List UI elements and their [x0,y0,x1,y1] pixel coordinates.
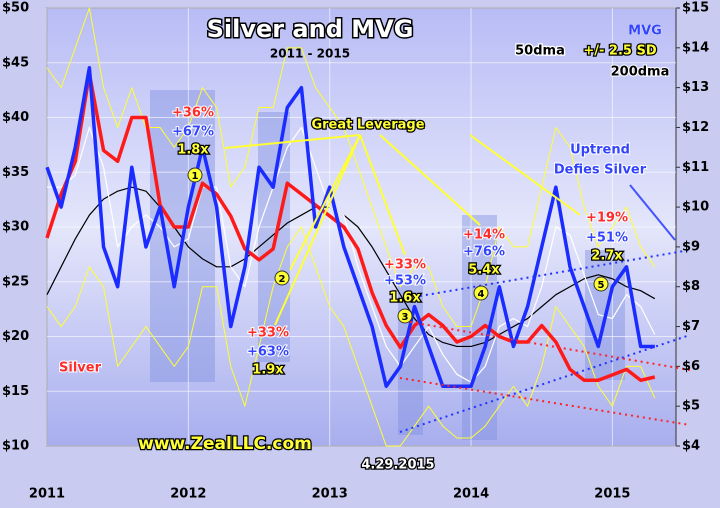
annotation: +53% [384,274,426,289]
annotation: +33% [247,326,289,341]
trend-lines [399,249,691,433]
y-tick-label: $20 [2,329,29,344]
marker-circle [274,270,290,286]
y2-tick-label: $15 [682,1,709,16]
legend-entry: 50dma [515,44,565,59]
y2-tick-label: $7 [682,319,700,334]
series-band-line [46,226,656,447]
y2-tick-label: $6 [682,359,700,374]
y-tick-label: $25 [2,274,29,289]
marker-circle [187,167,203,183]
annotation: +33% [384,258,426,273]
y-tick-label: $15 [2,384,29,399]
y2-tick-label: $13 [682,80,709,95]
annotation: +51% [586,231,628,246]
annotation: Great Leverage [311,118,424,133]
annotation: 1.6x [389,291,421,306]
series-line [45,65,655,389]
marker-circle [397,308,413,324]
annotation: 1.9x [252,363,284,378]
annotation: +76% [463,245,505,260]
legend-entry: +/- 2.5 SD [583,44,656,59]
y2-tick-label: $14 [682,40,709,55]
series-line [45,71,656,383]
y-tick-label: $40 [2,110,29,125]
annotation: +36% [172,106,214,121]
annotation: www.ZealLLC.com [138,434,312,454]
y2-tick-label: $9 [682,239,700,254]
y-tick-label: $35 [2,165,29,180]
y2-tick-label: $5 [682,399,700,414]
leverage-arrows [224,134,676,326]
annotation: 5.4x [468,263,500,278]
highlight-periods [150,90,625,440]
chart-subtitle: 2011 - 2015 [270,47,350,61]
x-tick-label: 2011 [29,487,65,502]
annotation: +14% [463,228,505,243]
annotation: 4.29.2015 [361,458,434,473]
x-tick-label: 2014 [453,487,489,502]
legend-entry: 200dma [611,65,670,80]
y2-tick-label: $12 [682,120,709,135]
x-tick-label: 2012 [170,487,206,502]
annotation: +19% [586,211,628,226]
legend-entry: Silver [59,361,102,376]
x-tick-label: 2013 [312,487,348,502]
marker-label: 4 [478,289,485,300]
annotation: 2.7x [591,249,623,264]
legend-entry: MVG [628,24,662,39]
marker-label: 2 [279,274,286,285]
y-tick-label: $30 [2,220,29,235]
y2-tick-label: $11 [682,160,709,175]
marker-label: 5 [598,280,605,291]
annotation: Uptrend [570,143,630,158]
y2-tick-label: $10 [682,200,709,215]
series-line [46,186,656,348]
y2-tick-label: $4 [682,439,700,454]
y-tick-label: $10 [2,439,29,454]
chart-title: Silver and MVG [207,15,414,43]
y-tick-label: $50 [2,1,29,16]
y2-tick-label: $8 [682,279,700,294]
marker-label: 1 [192,171,199,182]
y-tick-label: $45 [2,55,29,70]
annotation: Defies Silver [554,163,647,178]
marker-circle [593,276,609,292]
annotation: +63% [247,345,289,360]
x-tick-label: 2015 [594,487,630,502]
annotation: +67% [172,125,214,140]
marker-label: 3 [402,312,409,323]
marker-circle [473,285,489,301]
annotation: 1.8x [177,143,209,158]
